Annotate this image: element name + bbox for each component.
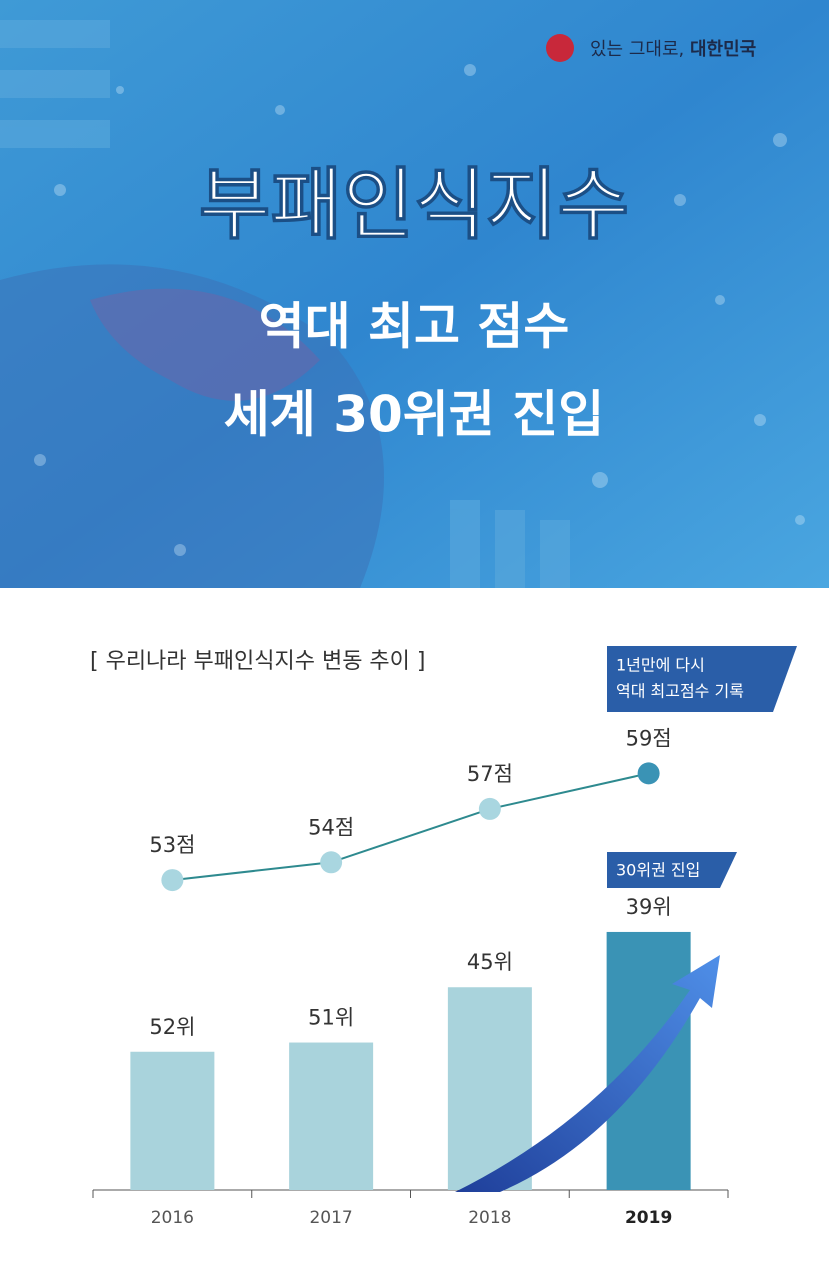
flag-bars: [0, 20, 570, 588]
badge-text: 30위권 진입: [616, 861, 700, 880]
badge: [607, 646, 797, 712]
logo-text: 있는 그대로,: [590, 39, 684, 60]
bar: [447, 987, 532, 1190]
flag-shape: [0, 264, 384, 588]
subtitle: 역대 최고 점수: [259, 298, 570, 356]
x-tick-label: 2018: [468, 1208, 511, 1228]
bar-label: 52위: [149, 1015, 195, 1039]
subtitle: 세계 30위권 진입: [224, 386, 604, 444]
x-tick-label: 2016: [151, 1208, 194, 1228]
score-line: [172, 772, 649, 882]
flag-shape: [90, 288, 320, 401]
bar-label: 51위: [308, 1006, 354, 1030]
score-point: [478, 797, 501, 820]
droplets: [34, 64, 805, 556]
score-point: [161, 869, 184, 892]
bar-label: 45위: [467, 950, 513, 974]
score-label: 53점: [149, 833, 195, 857]
bar-label: 39위: [626, 895, 672, 919]
score-label: 54점: [308, 815, 354, 839]
logo-text: 있는 그대로, 대한민국: [590, 39, 756, 60]
main-title: 부패인식지수: [199, 160, 630, 250]
score-point: [637, 762, 660, 785]
badge-text: 역대 최고점수 기록: [616, 682, 744, 701]
growth-arrow: [455, 955, 720, 1192]
chart-title: [ 우리나라 부패인식지수 변동 추이 ]: [90, 649, 426, 674]
logo-text: 대한민국: [690, 39, 756, 60]
badge: [607, 852, 737, 888]
chart: 2016 2017 2018 2019 53점 54점 57점 59점 52위 51위 45위 39위: [92, 726, 729, 1228]
score-point: [320, 851, 343, 874]
badge-text: 1년만에 다시: [616, 656, 705, 675]
bar: [289, 1042, 374, 1190]
score-label: 57점: [467, 762, 513, 786]
x-tick-label: 2019: [625, 1208, 672, 1228]
score-label: 59점: [626, 726, 672, 750]
bar: [130, 1051, 215, 1190]
x-tick-label: 2017: [309, 1208, 352, 1228]
logo-mark: [546, 34, 574, 62]
